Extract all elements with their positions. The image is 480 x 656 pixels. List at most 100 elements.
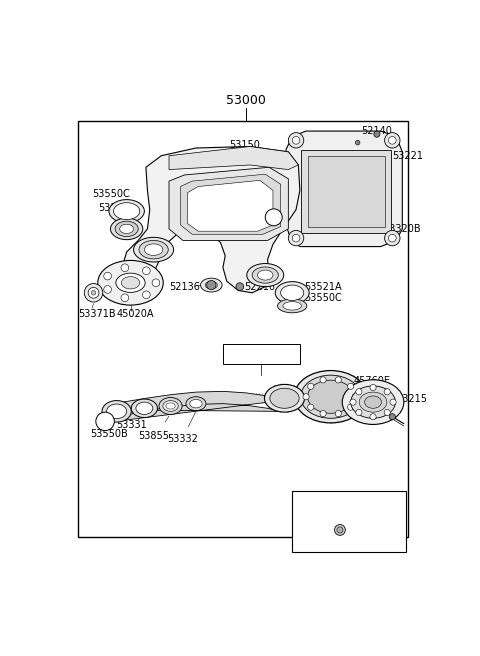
Circle shape [356, 409, 362, 415]
Text: 52136: 52136 [169, 281, 200, 292]
Text: 53210A: 53210A [241, 348, 281, 359]
Circle shape [96, 412, 114, 430]
Circle shape [348, 404, 354, 410]
Ellipse shape [107, 404, 127, 419]
Circle shape [320, 377, 326, 383]
Text: 53855: 53855 [138, 431, 169, 441]
Circle shape [84, 283, 103, 302]
Ellipse shape [166, 403, 175, 409]
Circle shape [356, 389, 362, 395]
Bar [78, 121, 408, 537]
Ellipse shape [144, 244, 163, 255]
Ellipse shape [116, 273, 145, 293]
Text: 53150: 53150 [229, 140, 260, 150]
Circle shape [374, 131, 380, 137]
Ellipse shape [252, 267, 278, 283]
Circle shape [91, 291, 96, 295]
Ellipse shape [98, 260, 163, 305]
Ellipse shape [120, 224, 133, 234]
Ellipse shape [283, 302, 301, 310]
Circle shape [288, 133, 304, 148]
Circle shape [236, 283, 244, 291]
Text: 53550C: 53550C [304, 293, 341, 303]
Circle shape [308, 404, 314, 410]
Circle shape [292, 234, 300, 242]
Polygon shape [308, 155, 384, 226]
Circle shape [350, 399, 356, 405]
Polygon shape [188, 180, 273, 231]
Text: 53332: 53332 [168, 434, 198, 444]
Circle shape [335, 411, 341, 417]
Circle shape [308, 383, 314, 390]
Text: 53331: 53331 [117, 420, 147, 430]
Circle shape [388, 136, 396, 144]
Ellipse shape [270, 388, 299, 408]
Text: 53550C: 53550C [92, 189, 130, 199]
Ellipse shape [342, 380, 404, 424]
Text: 52216: 52216 [244, 281, 276, 292]
Polygon shape [301, 150, 391, 233]
Circle shape [389, 414, 396, 420]
Polygon shape [123, 146, 300, 293]
Ellipse shape [159, 398, 182, 415]
Circle shape [370, 384, 376, 390]
Ellipse shape [110, 218, 143, 239]
Circle shape [121, 294, 129, 302]
Text: A: A [102, 417, 108, 426]
Ellipse shape [365, 396, 382, 408]
Polygon shape [169, 167, 288, 240]
Circle shape [384, 389, 390, 395]
Circle shape [143, 267, 150, 275]
Ellipse shape [136, 402, 153, 415]
Ellipse shape [186, 397, 206, 411]
Circle shape [292, 136, 300, 144]
Ellipse shape [308, 380, 354, 413]
Text: 53550B: 53550B [90, 430, 128, 440]
Text: 53320B: 53320B [383, 224, 420, 234]
Ellipse shape [131, 399, 157, 417]
Circle shape [104, 285, 111, 293]
Ellipse shape [190, 400, 202, 408]
Ellipse shape [275, 281, 309, 304]
Circle shape [303, 394, 309, 400]
Text: 53000: 53000 [226, 94, 266, 107]
Text: 53221: 53221 [392, 151, 423, 161]
Circle shape [320, 411, 326, 417]
Polygon shape [286, 131, 402, 247]
Bar [223, 344, 300, 363]
Ellipse shape [359, 392, 387, 412]
Ellipse shape [201, 278, 222, 292]
Circle shape [348, 383, 354, 390]
Text: 53215: 53215 [396, 394, 427, 404]
Text: 52140: 52140 [361, 126, 392, 136]
Circle shape [104, 272, 111, 280]
Ellipse shape [115, 221, 138, 237]
Ellipse shape [114, 203, 140, 220]
Circle shape [152, 279, 160, 287]
Ellipse shape [163, 401, 178, 411]
Circle shape [88, 287, 99, 298]
Ellipse shape [247, 264, 284, 287]
Ellipse shape [264, 384, 304, 412]
Polygon shape [169, 146, 299, 170]
Circle shape [143, 291, 150, 298]
Circle shape [207, 281, 216, 290]
Polygon shape [180, 174, 281, 234]
Polygon shape [109, 392, 281, 422]
Ellipse shape [121, 277, 140, 289]
Text: A: A [271, 213, 277, 222]
Ellipse shape [258, 270, 273, 280]
Ellipse shape [102, 401, 131, 422]
Ellipse shape [133, 237, 174, 262]
Ellipse shape [281, 285, 304, 300]
Ellipse shape [277, 299, 307, 313]
Text: 45020A: 45020A [117, 308, 154, 319]
Circle shape [384, 133, 400, 148]
Circle shape [390, 399, 396, 405]
Circle shape [355, 140, 360, 145]
Ellipse shape [294, 371, 367, 423]
Bar [292, 491, 406, 552]
Circle shape [335, 377, 341, 383]
Circle shape [288, 230, 304, 246]
Circle shape [337, 527, 343, 533]
